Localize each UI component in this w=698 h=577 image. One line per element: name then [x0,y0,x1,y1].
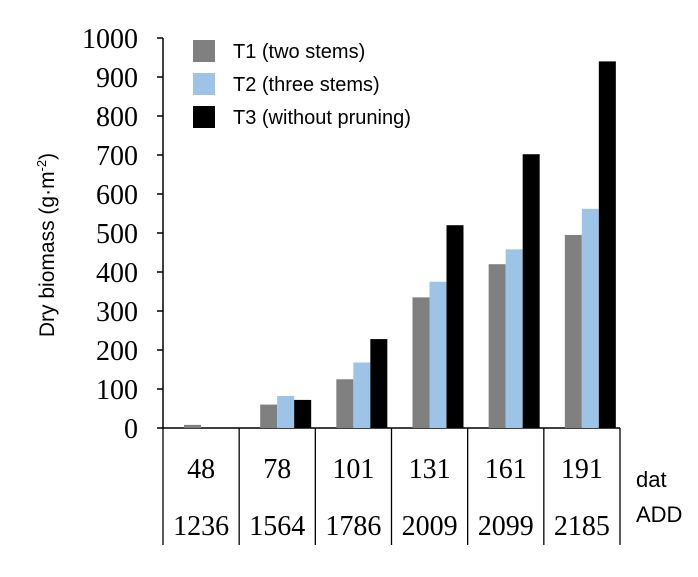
x-tick-label-add: 1786 [325,511,381,542]
legend-swatch-3 [193,106,215,128]
bar-1-131 [412,297,430,428]
legend-label-3: T3 (without pruning) [233,107,411,129]
x-tick-label-add: 2009 [402,511,458,542]
bars-group [184,61,616,429]
y-tick-label: 100 [96,375,138,406]
y-ticks-group: 0 100 200 300 400 500 600 700 800 900 1000 [82,24,163,445]
legend-swatch-1 [193,40,215,62]
bar-2-161 [505,249,523,428]
bar-2-101 [353,362,371,428]
y-tick-label: 900 [96,63,138,94]
x-tick-label-add: 2185 [554,511,610,542]
bar-2-131 [429,281,447,428]
x-tick-label-dat: 78 [263,454,291,485]
bar-1-78 [260,404,278,428]
y-tick-label: 1000 [82,24,138,55]
axes-group [162,38,620,429]
bar-3-161 [522,154,540,428]
x-tick-label-add: 1236 [173,511,229,542]
y-axis-label: Dry biomass (g·m-2) [34,153,59,337]
legend: T1 (two stems) T2 (three stems) T3 (withou… [193,40,411,129]
y-tick-label: 400 [96,258,138,289]
legend-label-2: T2 (three stems) [233,74,380,96]
bar-1-161 [488,264,506,428]
bar-2-191 [581,208,599,428]
bar-3-191 [598,61,616,429]
bar-3-101 [370,339,388,428]
bar-3-78 [294,399,312,428]
bar-2-78 [277,396,295,428]
y-tick-label: 300 [96,297,138,328]
x-tick-label-add: 1564 [249,511,305,542]
y-tick-label: 600 [96,180,138,211]
bar-1-48 [184,424,201,428]
category-table: 48 1236 78 1564 101 1786 131 2009 161 2099 191 2185 [162,428,621,545]
x-tick-label-dat: 101 [332,454,374,485]
y-tick-label: 500 [96,219,138,250]
x-tick-label-dat: 161 [485,454,527,485]
x-tick-label-dat: 191 [561,454,603,485]
legend-swatch-2 [193,73,215,95]
bar-3-131 [446,225,464,428]
y-tick-label: 700 [96,141,138,172]
row-label-add: ADD [636,502,682,527]
y-tick-label: 800 [96,102,138,133]
x-tick-label-add: 2099 [478,511,534,542]
bar-1-191 [564,234,582,428]
row-label-dat: dat [636,467,667,492]
x-tick-label-dat: 48 [187,454,215,485]
bar-1-101 [336,379,354,428]
x-tick-label-dat: 131 [409,454,451,485]
y-tick-label: 200 [96,336,138,367]
y-tick-label: 0 [124,414,138,445]
legend-label-1: T1 (two stems) [233,41,365,63]
